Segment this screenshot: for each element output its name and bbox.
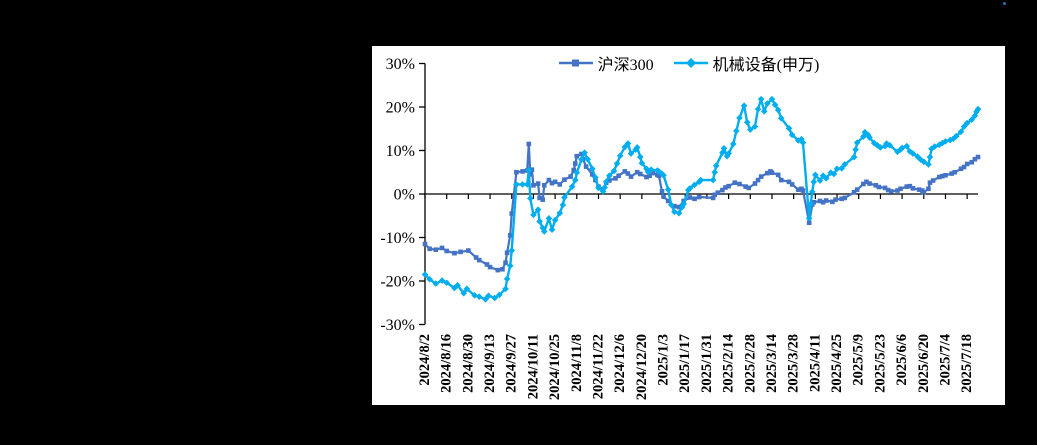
legend-label-machinery: 机械设备(申万) bbox=[712, 57, 820, 74]
legend-item-machinery: 机械设备(申万) bbox=[673, 51, 820, 75]
y-tick-label: 10% bbox=[386, 143, 415, 160]
x-tick-label: 2025/1/17 bbox=[677, 334, 693, 393]
x-tick-label: 2025/1/31 bbox=[699, 334, 715, 393]
x-tick-label: 2024/11/22 bbox=[590, 334, 606, 399]
x-tick-label: 2025/3/28 bbox=[786, 334, 802, 393]
x-tick-label: 2025/4/11 bbox=[807, 334, 823, 392]
x-tick-label: 2024/9/27 bbox=[504, 334, 520, 393]
x-tick-label: 2025/5/9 bbox=[851, 334, 867, 386]
legend-item-csi300: 沪深300 bbox=[558, 51, 654, 75]
x-tick-label: 2024/12/6 bbox=[612, 334, 628, 393]
x-tick-label: 2025/7/18 bbox=[959, 334, 975, 393]
legend-label-csi300: 沪深300 bbox=[597, 57, 654, 74]
x-tick-label: 2024/10/25 bbox=[547, 334, 563, 400]
x-tick-label: 2025/4/25 bbox=[829, 334, 845, 393]
stray-blue-dot bbox=[1003, 2, 1006, 5]
x-tick-label: 2024/12/20 bbox=[634, 334, 650, 400]
x-axis: 2024/8/2 2024/8/16 2024/8/30 2024/9/13 2024/… bbox=[417, 193, 978, 400]
x-tick-label: 2024/9/13 bbox=[482, 334, 498, 393]
y-axis: 30% 20% 10% 0% -10% -20% -30% bbox=[380, 56, 426, 334]
csi300-line-square-marker-icon bbox=[558, 59, 593, 67]
series-csi300 bbox=[422, 141, 981, 273]
series-machinery bbox=[421, 95, 982, 303]
y-tick-label: 30% bbox=[386, 56, 415, 73]
y-tick-label: 20% bbox=[386, 100, 415, 117]
x-tick-label: 2025/2/14 bbox=[721, 334, 737, 393]
y-tick-label: 0% bbox=[394, 187, 415, 204]
x-tick-label: 2025/6/20 bbox=[916, 334, 932, 393]
x-tick-label: 2024/11/8 bbox=[569, 334, 585, 392]
x-tick-label: 2024/8/2 bbox=[417, 334, 433, 386]
y-tick-label: -20% bbox=[380, 274, 415, 291]
chart-panel: 30% 20% 10% 0% -10% -20% -30% 2024/8/2 2024/8/16… bbox=[372, 46, 1005, 405]
y-tick-label: -10% bbox=[380, 230, 415, 247]
x-tick-label: 2025/2/28 bbox=[742, 334, 758, 393]
x-tick-label: 2024/8/30 bbox=[460, 334, 476, 393]
line-chart: 30% 20% 10% 0% -10% -20% -30%2024/8/2 2024/8/16… bbox=[380, 56, 982, 400]
x-tick-label: 2025/5/23 bbox=[872, 334, 888, 393]
x-tick-label: 2025/1/3 bbox=[656, 334, 672, 386]
x-tick-label: 2024/10/11 bbox=[525, 334, 541, 399]
x-tick-label: 2024/8/16 bbox=[439, 334, 455, 393]
chart-legend: 沪深300 机械设备(申万) bbox=[372, 51, 1005, 75]
x-tick-label: 2025/6/6 bbox=[894, 334, 910, 386]
machinery-line-diamond-marker-icon bbox=[673, 58, 708, 68]
y-tick-label: -30% bbox=[380, 317, 415, 334]
x-tick-label: 2025/7/4 bbox=[937, 334, 953, 386]
x-tick-label: 2025/3/14 bbox=[764, 334, 780, 393]
